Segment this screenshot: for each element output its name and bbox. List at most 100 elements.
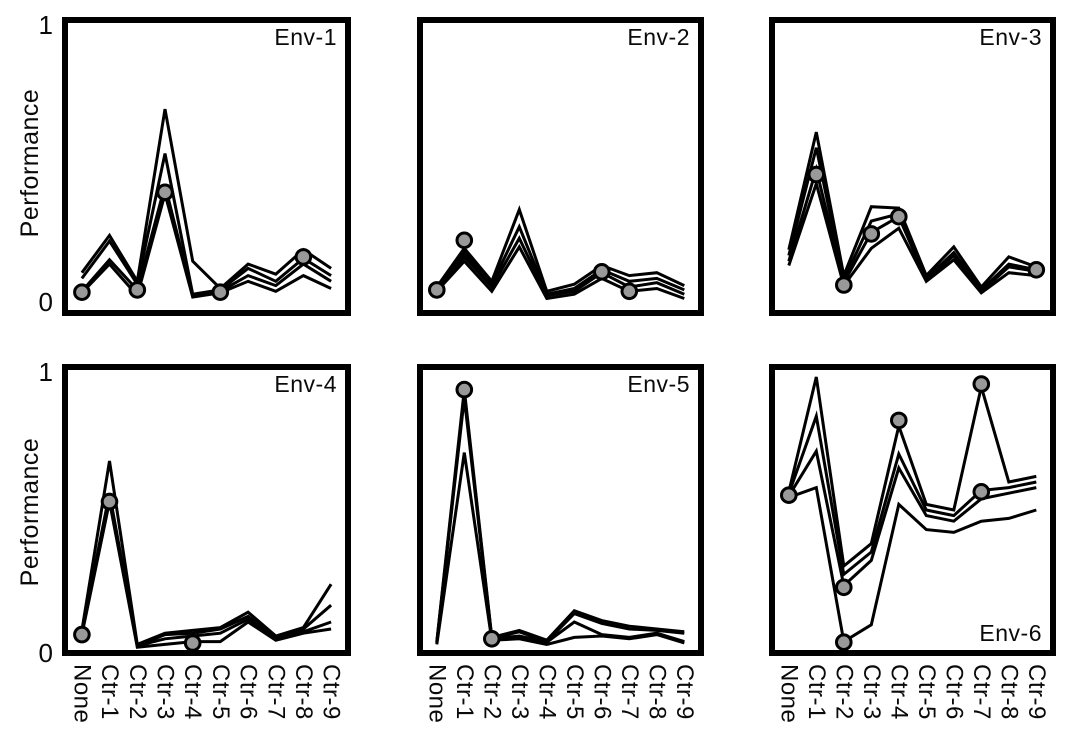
series-line-1 (787, 376, 1037, 569)
x-tick-label-none: None (68, 664, 95, 723)
x-tick-label-ctr-7: Ctr-7 (262, 664, 289, 720)
panel-env-4: Env-4 (62, 364, 351, 656)
panel-title-env-6: Env-6 (979, 620, 1042, 646)
x-tick-label-none: None (775, 664, 802, 723)
data-marker (427, 281, 446, 299)
panel-env-2: Env-2 (417, 17, 704, 316)
plot-env-2 (417, 17, 704, 316)
x-tick-label-ctr-3: Ctr-3 (858, 664, 885, 720)
plot-env-1 (62, 17, 351, 316)
data-marker (156, 183, 174, 202)
panel-env-3: Env-3 (769, 17, 1056, 316)
panel-env-5: Env-5 (417, 364, 704, 656)
panel-title-env-3: Env-3 (979, 24, 1042, 50)
x-tick-label-ctr-9: Ctr-9 (1023, 664, 1050, 720)
data-marker (593, 263, 611, 281)
series-line-4 (80, 188, 332, 299)
axes-border (417, 17, 704, 316)
data-marker (128, 281, 147, 299)
x-tick-label-ctr-2: Ctr-2 (830, 664, 857, 720)
data-marker (455, 380, 474, 399)
series-line-4 (435, 452, 685, 646)
axes-border (417, 364, 704, 656)
axes-border (769, 17, 1056, 316)
axes-border (769, 364, 1056, 656)
data-marker (100, 492, 119, 511)
data-marker (835, 276, 853, 294)
x-tick-label-ctr-3: Ctr-3 (151, 664, 178, 720)
panel-env-1: Env-1 (62, 17, 351, 316)
x-tick-label-ctr-7: Ctr-7 (616, 664, 643, 720)
x-tick-label-ctr-5: Ctr-5 (561, 664, 588, 720)
x-tick-label-ctr-8: Ctr-8 (643, 664, 670, 720)
x-tick-label-ctr-2: Ctr-2 (124, 664, 151, 720)
series-line-3 (787, 163, 1037, 294)
series-line-3 (80, 184, 332, 298)
data-marker (483, 630, 501, 648)
x-tick-label-ctr-4: Ctr-4 (885, 664, 912, 720)
series-line-1 (787, 131, 1037, 290)
x-tick-label-ctr-8: Ctr-8 (290, 664, 317, 720)
data-marker (455, 231, 474, 250)
x-tick-label-ctr-6: Ctr-6 (588, 664, 615, 720)
data-marker (73, 625, 91, 644)
series-line-3 (787, 447, 1037, 589)
plot-env-3 (769, 17, 1056, 316)
plot-env-4 (62, 364, 351, 656)
data-marker (972, 375, 991, 393)
data-marker (294, 248, 313, 266)
data-marker (835, 578, 853, 597)
x-tick-label-ctr-9: Ctr-9 (318, 664, 345, 720)
x-tick-label-none: None (423, 664, 450, 723)
data-marker (183, 634, 202, 652)
data-marker (211, 283, 230, 302)
data-marker (972, 483, 991, 501)
axes-border (62, 364, 351, 656)
data-marker (890, 207, 908, 226)
x-tick-label-ctr-5: Ctr-5 (913, 664, 940, 720)
data-marker (890, 411, 908, 430)
series-line-3 (435, 235, 685, 298)
series-line-4 (787, 178, 1037, 295)
panel-title-env-4: Env-4 (274, 371, 337, 397)
series-line-4 (435, 243, 685, 301)
data-marker (1027, 261, 1046, 279)
x-tick-label-ctr-8: Ctr-8 (995, 664, 1022, 720)
series-line-2 (787, 410, 1037, 578)
series-line-1 (80, 108, 332, 291)
y-tick-1-row2: 1 (38, 357, 53, 387)
data-marker (620, 282, 639, 301)
y-tick-0-row2: 0 (38, 638, 53, 668)
data-marker (862, 225, 881, 243)
series-line-1 (435, 205, 685, 294)
x-tick-label-ctr-1: Ctr-1 (451, 664, 478, 720)
x-tick-label-ctr-1: Ctr-1 (96, 664, 123, 720)
x-axis-labels: None Ctr-1 Ctr-2 Ctr-3 Ctr-4 Ctr-5 Ctr-6 Ctr-7 C… (68, 664, 1050, 723)
x-tick-label-ctr-1: Ctr-1 (803, 664, 830, 720)
panel-title-env-1: Env-1 (274, 24, 337, 50)
y-tick-1-row1: 1 (38, 10, 53, 40)
axes-border (62, 17, 351, 316)
data-marker (73, 283, 91, 302)
panel-env-6: Env-6 (769, 364, 1056, 656)
series-line-4 (80, 501, 332, 649)
x-tick-label-ctr-6: Ctr-6 (235, 664, 262, 720)
y-axis-label-row2: Performance (16, 438, 44, 587)
data-marker (835, 633, 853, 652)
series-line-2 (435, 223, 685, 296)
x-tick-label-ctr-6: Ctr-6 (940, 664, 967, 720)
plot-env-6 (769, 364, 1056, 656)
panel-title-env-2: Env-2 (627, 24, 690, 50)
x-tick-label-ctr-2: Ctr-2 (478, 664, 505, 720)
x-tick-label-ctr-4: Ctr-4 (179, 664, 206, 720)
x-tick-label-ctr-3: Ctr-3 (506, 664, 533, 720)
x-tick-label-ctr-5: Ctr-5 (207, 664, 234, 720)
y-axis-label-row1: Performance (16, 89, 44, 238)
plot-env-5 (417, 364, 704, 656)
panel-title-env-5: Env-5 (627, 371, 690, 397)
x-tick-label-ctr-9: Ctr-9 (671, 664, 698, 720)
x-tick-label-ctr-7: Ctr-7 (968, 664, 995, 720)
y-tick-0-row1: 0 (38, 287, 53, 317)
data-marker (779, 486, 798, 504)
data-marker (807, 165, 826, 184)
